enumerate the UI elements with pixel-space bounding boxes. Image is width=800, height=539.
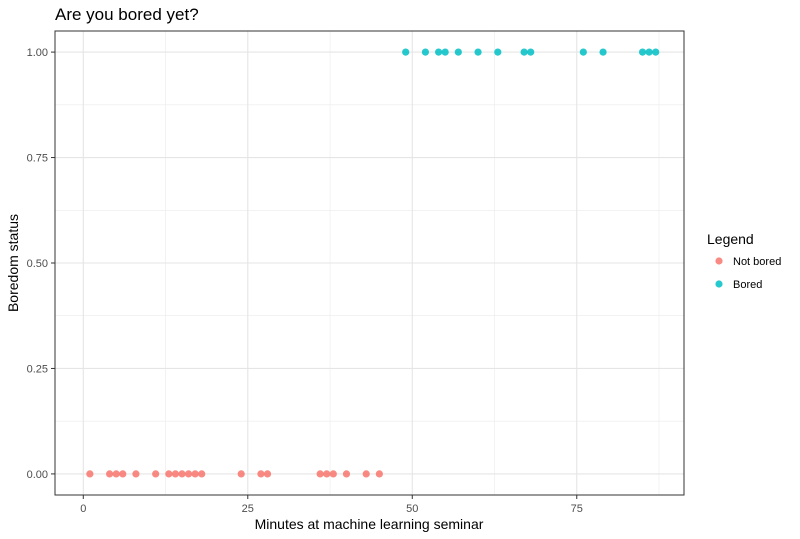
data-point-not-bored bbox=[152, 470, 160, 478]
data-point-bored bbox=[527, 48, 535, 56]
data-point-not-bored bbox=[237, 470, 245, 478]
legend-label: Not bored bbox=[733, 256, 781, 268]
legend-key bbox=[715, 257, 723, 265]
data-point-bored bbox=[474, 48, 482, 56]
data-point-bored bbox=[494, 48, 502, 56]
y-tick-label: 0.50 bbox=[27, 258, 48, 270]
data-point-not-bored bbox=[323, 470, 331, 478]
data-point-not-bored bbox=[132, 470, 140, 478]
data-point-not-bored bbox=[362, 470, 370, 478]
data-point-not-bored bbox=[198, 470, 206, 478]
data-point-not-bored bbox=[342, 470, 351, 478]
data-point-bored bbox=[652, 48, 660, 56]
y-tick-label: 0.25 bbox=[27, 363, 48, 375]
data-point-not-bored bbox=[257, 470, 265, 478]
data-point-not-bored bbox=[112, 470, 120, 478]
legend-key bbox=[715, 280, 723, 288]
legend-title: Legend bbox=[707, 231, 754, 247]
legend: Legend Not bored Bored bbox=[707, 231, 781, 291]
x-tick-label: 75 bbox=[571, 503, 583, 515]
x-tick-label: 0 bbox=[80, 503, 86, 515]
data-point-bored bbox=[454, 48, 462, 56]
data-point-not-bored bbox=[165, 470, 173, 478]
data-point-not-bored bbox=[178, 470, 186, 478]
data-point-not-bored bbox=[119, 470, 127, 478]
y-axis: 0.00 0.25 0.50 0.75 1.00 bbox=[27, 47, 55, 481]
data-point-not-bored bbox=[86, 470, 94, 478]
data-point-bored bbox=[599, 48, 607, 56]
data-point-not-bored bbox=[106, 470, 114, 478]
x-tick-label: 25 bbox=[242, 503, 254, 515]
y-tick-label: 1.00 bbox=[27, 47, 48, 59]
data-point-bored bbox=[402, 48, 410, 56]
x-tick-label: 50 bbox=[406, 503, 418, 515]
data-point-not-bored bbox=[329, 470, 337, 478]
x-axis-title: Minutes at machine learning seminar bbox=[255, 516, 484, 532]
data-point-bored bbox=[645, 48, 653, 56]
data-point-not-bored bbox=[375, 470, 383, 478]
y-tick-label: 0.00 bbox=[27, 469, 48, 481]
y-axis-title: Boredom status bbox=[5, 214, 21, 312]
data-point-bored bbox=[638, 48, 647, 56]
grid-minor bbox=[55, 31, 684, 495]
data-point-not-bored bbox=[191, 470, 199, 478]
data-point-not-bored bbox=[171, 470, 180, 478]
y-tick-label: 0.75 bbox=[27, 153, 48, 165]
data-point-bored bbox=[579, 48, 587, 56]
data-point-bored bbox=[520, 48, 528, 56]
x-axis: 0 25 50 75 bbox=[80, 495, 583, 515]
legend-label: Bored bbox=[733, 279, 762, 291]
data-point-not-bored bbox=[263, 470, 272, 478]
data-point-bored bbox=[441, 48, 449, 56]
data-point-not-bored bbox=[184, 470, 193, 478]
data-point-not-bored bbox=[316, 470, 324, 478]
data-point-bored bbox=[434, 48, 443, 56]
data-points bbox=[86, 48, 660, 478]
data-point-bored bbox=[421, 48, 430, 56]
chart-title: Are you bored yet? bbox=[55, 5, 199, 24]
